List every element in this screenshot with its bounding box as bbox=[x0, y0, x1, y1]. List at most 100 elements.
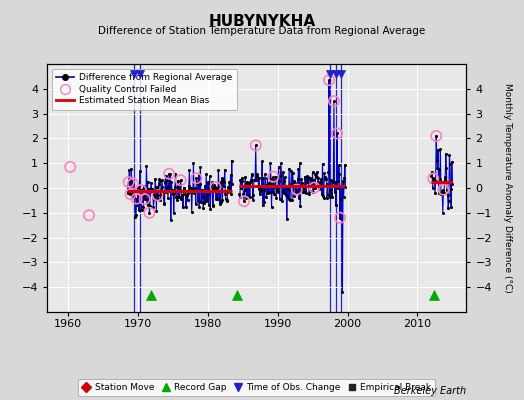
Point bbox=[150, 193, 159, 199]
Point bbox=[214, 196, 222, 202]
Point bbox=[246, 178, 255, 185]
Point bbox=[227, 158, 236, 164]
Point bbox=[155, 176, 163, 183]
Point bbox=[204, 202, 213, 208]
Point bbox=[150, 196, 158, 202]
Point bbox=[319, 193, 328, 199]
Point bbox=[151, 176, 159, 182]
Point bbox=[159, 190, 168, 196]
Point bbox=[211, 185, 219, 191]
Point bbox=[221, 190, 230, 197]
Point bbox=[269, 174, 278, 180]
Point bbox=[307, 176, 315, 182]
Point bbox=[322, 176, 330, 182]
Point bbox=[311, 171, 320, 177]
Point bbox=[337, 196, 345, 202]
Point bbox=[125, 167, 134, 174]
Point bbox=[154, 192, 162, 198]
Point bbox=[442, 151, 450, 157]
Point bbox=[442, 164, 451, 171]
Point bbox=[432, 133, 440, 139]
Point bbox=[302, 190, 310, 196]
Point bbox=[330, 98, 338, 104]
Point bbox=[440, 176, 449, 183]
Point bbox=[276, 196, 284, 202]
Point bbox=[316, 181, 325, 188]
Point bbox=[195, 204, 203, 210]
Point bbox=[312, 174, 320, 180]
Point bbox=[219, 197, 227, 203]
Point bbox=[125, 179, 133, 185]
Point bbox=[188, 188, 196, 194]
Point bbox=[200, 187, 208, 194]
Point bbox=[256, 185, 265, 191]
Point bbox=[291, 188, 300, 195]
Point bbox=[263, 175, 271, 182]
Point bbox=[127, 166, 135, 173]
Point bbox=[278, 198, 286, 204]
Point bbox=[262, 194, 270, 200]
Point bbox=[246, 194, 254, 201]
Point bbox=[308, 169, 316, 176]
Point bbox=[430, 178, 438, 185]
Point bbox=[247, 171, 256, 178]
Point bbox=[280, 190, 288, 196]
Point bbox=[136, 191, 145, 197]
Point bbox=[439, 186, 447, 193]
Point bbox=[314, 182, 322, 188]
Point bbox=[227, 191, 235, 197]
Point bbox=[428, 168, 436, 175]
Point bbox=[326, 187, 334, 193]
Point bbox=[205, 185, 213, 192]
Point bbox=[427, 173, 435, 179]
Point bbox=[292, 182, 300, 188]
Point bbox=[140, 196, 149, 202]
Point bbox=[202, 170, 211, 177]
Point bbox=[240, 198, 248, 204]
Point bbox=[322, 194, 331, 201]
Point bbox=[216, 180, 224, 187]
Point bbox=[282, 183, 290, 189]
Point bbox=[336, 182, 345, 189]
Point bbox=[446, 161, 454, 168]
Point bbox=[325, 194, 334, 200]
Point bbox=[434, 190, 443, 196]
Point bbox=[271, 173, 280, 180]
Point bbox=[161, 179, 169, 185]
Point bbox=[211, 184, 220, 190]
Point bbox=[226, 172, 235, 178]
Point bbox=[254, 176, 262, 182]
Point bbox=[243, 180, 251, 187]
Point bbox=[293, 181, 301, 188]
Point bbox=[223, 197, 231, 203]
Point bbox=[438, 188, 446, 194]
Point bbox=[433, 164, 442, 171]
Point bbox=[213, 184, 222, 191]
Point bbox=[240, 198, 248, 204]
Point bbox=[261, 182, 270, 188]
Point bbox=[341, 162, 349, 168]
Point bbox=[292, 186, 301, 193]
Point bbox=[126, 191, 135, 197]
Point bbox=[235, 191, 244, 198]
Point bbox=[147, 180, 155, 186]
Point bbox=[269, 174, 278, 180]
Point bbox=[132, 211, 140, 218]
Point bbox=[242, 195, 250, 202]
Point bbox=[305, 191, 313, 197]
Point bbox=[429, 175, 438, 182]
Point bbox=[66, 164, 74, 170]
Point bbox=[174, 184, 182, 190]
Point bbox=[444, 205, 452, 211]
Point bbox=[272, 195, 280, 201]
Point bbox=[252, 142, 260, 148]
Point bbox=[208, 179, 216, 186]
Point bbox=[307, 182, 315, 189]
Point bbox=[325, 77, 333, 83]
Point bbox=[253, 172, 261, 179]
Point bbox=[302, 173, 311, 179]
Point bbox=[294, 176, 302, 182]
Point bbox=[217, 179, 225, 185]
Point bbox=[282, 216, 291, 222]
Point bbox=[296, 160, 304, 166]
